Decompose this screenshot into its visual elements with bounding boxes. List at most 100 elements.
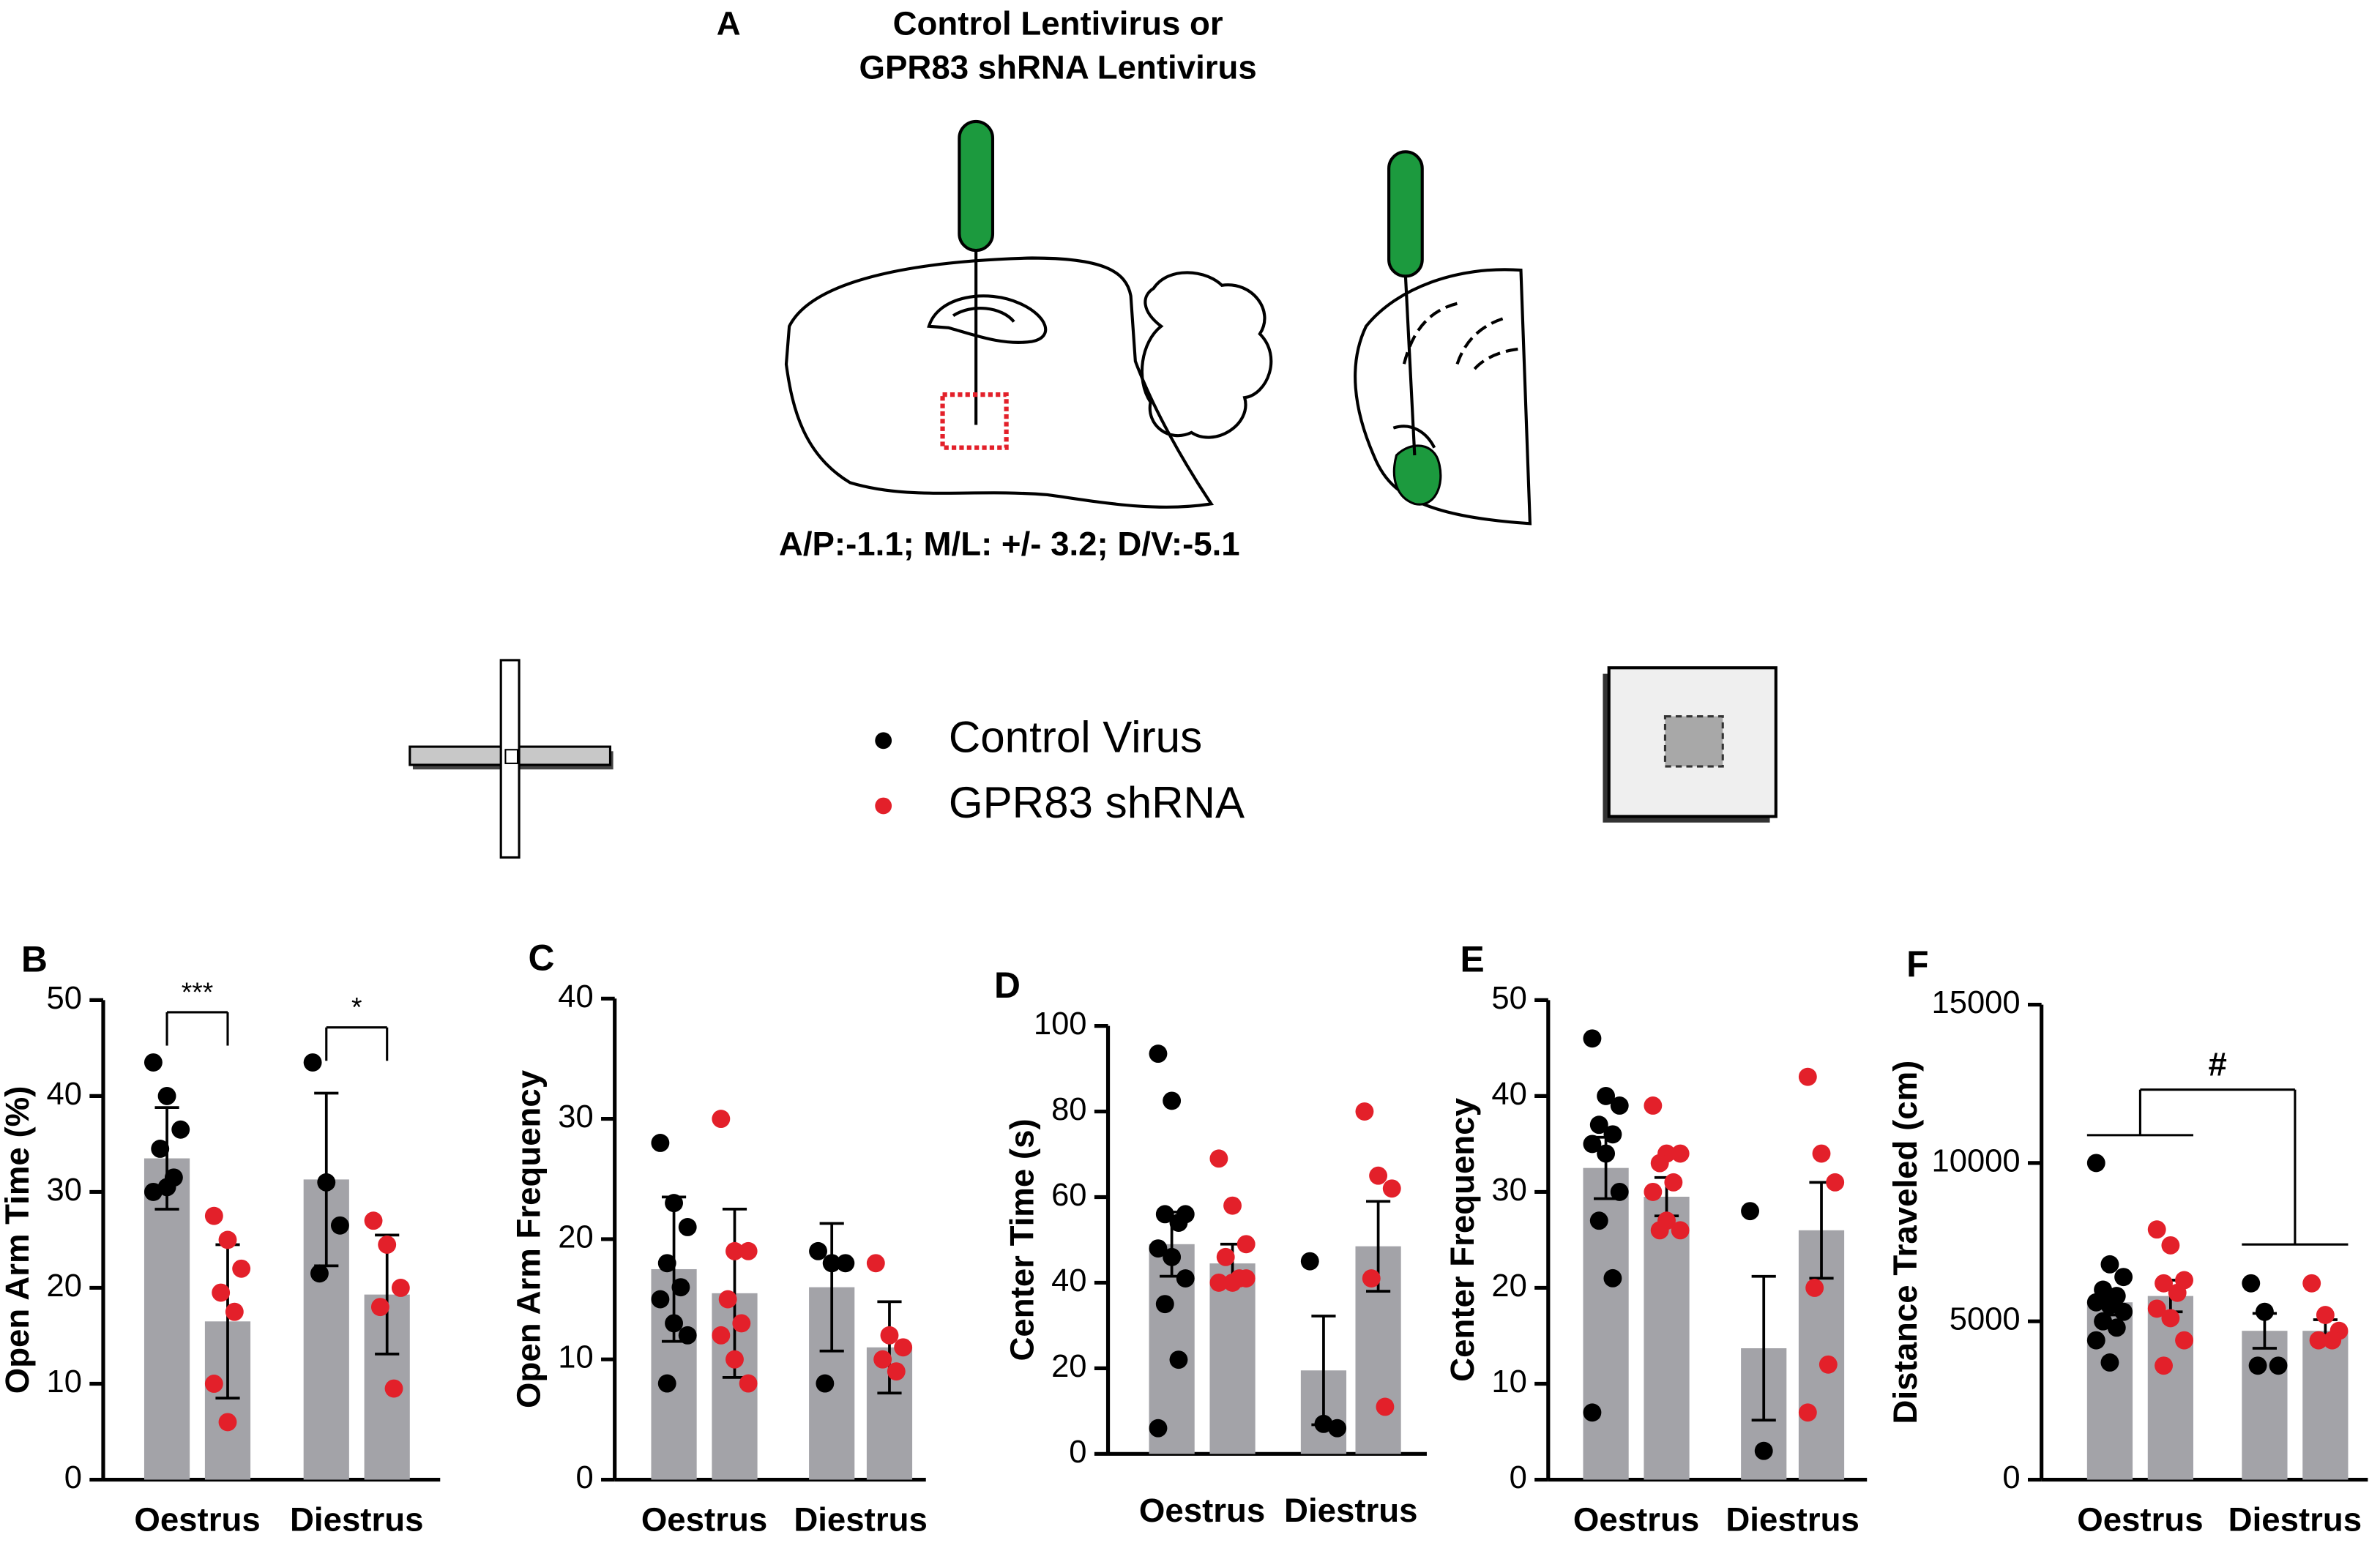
data-point	[364, 1211, 383, 1230]
y-tick-label: 30	[1491, 1173, 1526, 1208]
x-tick-label: Diestrus	[290, 1501, 424, 1539]
legend-marker	[875, 797, 892, 815]
data-point	[171, 1120, 190, 1139]
probe	[958, 119, 995, 253]
data-point	[1376, 1397, 1395, 1416]
y-tick-label: 80	[1051, 1092, 1086, 1127]
data-point	[1798, 1067, 1817, 1086]
data-point	[2147, 1299, 2166, 1318]
y-axis-title: Center Frequency	[1444, 1097, 1481, 1381]
data-point	[2269, 1356, 2288, 1375]
data-point	[2302, 1274, 2321, 1293]
data-point	[1155, 1205, 1174, 1224]
y-tick-label: 20	[1051, 1349, 1086, 1384]
y-tick-label: 20	[47, 1268, 82, 1304]
data-point	[1671, 1221, 1690, 1240]
y-axis-title: Open Arm Time (%)	[0, 1086, 36, 1394]
panel-label: E	[1461, 939, 1485, 980]
legend-label: GPR83 shRNA	[949, 778, 1245, 827]
y-tick-label: 10000	[1932, 1143, 2021, 1178]
significance: #	[2208, 1046, 2226, 1083]
bar	[143, 1158, 190, 1480]
legend-label: Control Virus	[949, 713, 1202, 762]
data-point	[1812, 1144, 1831, 1163]
target-region	[1392, 444, 1442, 506]
data-point	[2175, 1331, 2193, 1350]
data-point	[2086, 1154, 2105, 1173]
y-axis-title: Distance Traveled (cm)	[1887, 1061, 1924, 1424]
x-tick-label: Diestrus	[2228, 1501, 2362, 1539]
data-point	[880, 1326, 899, 1345]
x-tick-label: Oestrus	[1573, 1501, 1699, 1539]
data-point	[1163, 1247, 1182, 1266]
data-point	[232, 1259, 251, 1278]
data-point	[809, 1241, 827, 1260]
data-point	[1223, 1273, 1242, 1292]
data-point	[739, 1241, 758, 1260]
data-point	[651, 1290, 670, 1309]
data-point	[1362, 1269, 1381, 1288]
x-tick-label: Diestrus	[794, 1501, 928, 1539]
coordinates: A/P:-1.1; M/L: +/- 3.2; D/V:-5.1	[779, 525, 1240, 562]
data-point	[317, 1173, 336, 1192]
y-tick-label: 0	[64, 1460, 82, 1495]
y-tick-label: 40	[47, 1077, 82, 1112]
data-point	[218, 1230, 237, 1249]
data-point	[1798, 1403, 1817, 1422]
title-line: Control Lentivirus or	[893, 4, 1223, 42]
x-tick-label: Oestrus	[641, 1501, 767, 1539]
data-point	[384, 1379, 403, 1398]
data-point	[1610, 1096, 1629, 1115]
data-point	[657, 1254, 676, 1273]
data-point	[2107, 1318, 2126, 1337]
data-point	[2155, 1356, 2173, 1375]
data-point	[1209, 1273, 1228, 1292]
y-tick-label: 50	[47, 981, 82, 1016]
data-point	[1610, 1182, 1629, 1201]
data-point	[657, 1374, 676, 1393]
data-point	[2161, 1236, 2180, 1255]
error-bar	[375, 1233, 400, 1356]
data-point	[1314, 1414, 1333, 1433]
data-point	[2147, 1220, 2166, 1239]
data-point	[2161, 1309, 2180, 1328]
data-point	[1169, 1214, 1188, 1232]
data-point	[2086, 1293, 2105, 1312]
data-point	[1589, 1211, 1608, 1230]
data-point	[330, 1216, 349, 1235]
y-tick-label: 0	[2002, 1460, 2020, 1495]
data-point	[1169, 1350, 1188, 1369]
legend: Control Virus GPR83 shRNA	[875, 713, 1245, 827]
data-point	[218, 1413, 237, 1432]
data-point	[671, 1278, 690, 1297]
data-point	[151, 1140, 170, 1158]
panel-label: B	[21, 939, 48, 980]
data-point	[2114, 1268, 2133, 1287]
data-point	[1644, 1096, 1663, 1115]
data-point	[2323, 1331, 2342, 1350]
x-tick-label: Diestrus	[1284, 1492, 1418, 1529]
data-point	[725, 1350, 744, 1369]
y-tick-label: 60	[1051, 1178, 1086, 1213]
data-point	[204, 1206, 223, 1225]
maze-center	[504, 749, 519, 764]
y-tick-label: 20	[1491, 1268, 1526, 1304]
data-point	[2114, 1302, 2133, 1321]
data-point	[1650, 1221, 1669, 1240]
center-zone	[1663, 715, 1724, 768]
data-point	[1236, 1269, 1256, 1288]
data-point	[1328, 1419, 1347, 1438]
data-point	[1216, 1247, 1235, 1266]
data-point	[1826, 1173, 1845, 1192]
data-point	[866, 1254, 885, 1273]
data-point	[873, 1350, 892, 1369]
significance: *	[351, 992, 362, 1023]
data-point	[1176, 1269, 1195, 1288]
coronal-brain	[1354, 268, 1532, 526]
data-point	[310, 1264, 329, 1283]
y-tick-label: 0	[1510, 1460, 1527, 1495]
data-point	[2248, 1356, 2267, 1375]
data-point	[1223, 1196, 1242, 1215]
y-tick-label: 40	[1491, 1077, 1526, 1112]
data-point	[143, 1053, 163, 1072]
